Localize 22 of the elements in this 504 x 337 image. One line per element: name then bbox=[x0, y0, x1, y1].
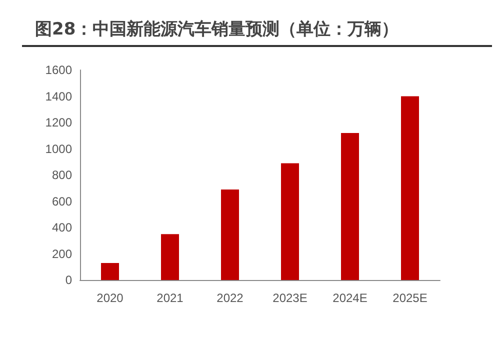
bar bbox=[221, 189, 239, 280]
y-tick-label: 400 bbox=[52, 220, 72, 234]
y-tick-label: 1000 bbox=[45, 142, 72, 156]
x-tick-label: 2023E bbox=[272, 291, 308, 305]
bar bbox=[101, 262, 119, 280]
bar bbox=[401, 96, 419, 280]
bar bbox=[281, 163, 299, 280]
x-tick-label: 2021 bbox=[156, 291, 184, 305]
y-tick-label: 200 bbox=[52, 246, 72, 261]
y-tick-label: 0 bbox=[65, 273, 72, 287]
x-tick-label: 2020 bbox=[96, 291, 124, 305]
y-tick-label: 600 bbox=[52, 194, 72, 208]
x-tick-label: 2024E bbox=[332, 291, 368, 305]
y-tick-label: 1400 bbox=[45, 89, 72, 104]
bar bbox=[161, 234, 179, 280]
x-tick-label: 2025E bbox=[392, 291, 428, 305]
bar bbox=[341, 133, 359, 280]
y-tick-label: 1600 bbox=[45, 63, 72, 77]
y-tick-label: 800 bbox=[52, 168, 72, 182]
chart-title: 图28：中国新能源汽车销量预测（单位：万辆） bbox=[35, 20, 399, 40]
x-tick-label: 2022 bbox=[216, 291, 244, 305]
y-tick-label: 1200 bbox=[45, 116, 72, 130]
